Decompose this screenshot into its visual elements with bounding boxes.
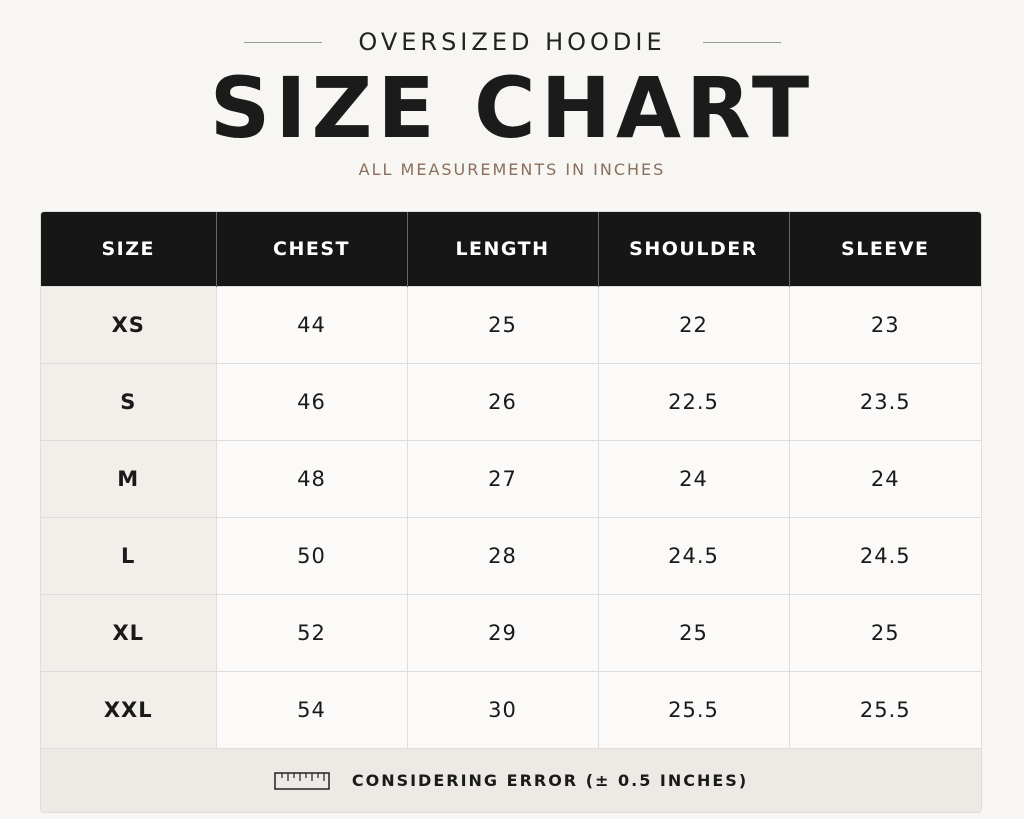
- footnote-bar: CONSIDERING ERROR (± 0.5 INCHES): [41, 748, 981, 812]
- size-label: M: [41, 440, 216, 518]
- measurement: 52: [215, 594, 407, 672]
- measurement: 25.5: [597, 671, 789, 748]
- measurement: 24.5: [788, 517, 981, 595]
- measurement: 24: [597, 440, 789, 518]
- measurement: 25: [406, 286, 598, 364]
- kicker: OVERSIZED HOODIE: [358, 28, 666, 56]
- measurement: 29: [406, 594, 598, 672]
- column-header: SIZE: [41, 212, 216, 287]
- table-row: XL 52 29 25 25: [41, 594, 981, 672]
- measurement: 46: [215, 363, 407, 441]
- title: SIZE CHART: [209, 59, 815, 157]
- column-header: LENGTH: [406, 212, 598, 287]
- size-table-card: SIZE CHEST LENGTH SHOULDER SLEEVE XS 44 25 22 23…: [40, 211, 982, 813]
- table-row: S 46 26 22.5 23.5: [41, 363, 981, 441]
- size-label: S: [41, 363, 216, 441]
- column-header: SHOULDER: [597, 212, 789, 287]
- size-label: L: [41, 517, 216, 595]
- divider: [244, 42, 322, 43]
- table-row: M 48 27 24 24: [41, 440, 981, 518]
- column-header: SLEEVE: [788, 212, 981, 287]
- footnote: CONSIDERING ERROR (± 0.5 INCHES): [351, 771, 749, 790]
- measurement: 24: [788, 440, 981, 518]
- table-head: SIZE CHEST LENGTH SHOULDER SLEEVE: [41, 212, 981, 287]
- measurement: 24.5: [597, 517, 789, 595]
- measurement: 25: [788, 594, 981, 672]
- size-label: XXL: [41, 671, 216, 748]
- size-label: XL: [41, 594, 216, 672]
- measurement: 50: [215, 517, 407, 595]
- measurement: 54: [215, 671, 407, 748]
- table-body: XS 44 25 22 23 S 46 26 22.5 23.5 M 48 27 24 24 L 50 28 24.…: [41, 286, 981, 748]
- measurement: 44: [215, 286, 407, 364]
- table-row: L 50 28 24.5 24.5: [41, 517, 981, 595]
- size-table: SIZE CHEST LENGTH SHOULDER SLEEVE XS 44 25 22 23…: [41, 212, 981, 748]
- ruler-icon: [274, 771, 330, 790]
- measurement: 25.5: [788, 671, 981, 748]
- measurement: 27: [406, 440, 598, 518]
- size-label: XS: [41, 286, 216, 364]
- measurement: 26: [406, 363, 598, 441]
- measurement: 23.5: [788, 363, 981, 441]
- measurement: 23: [788, 286, 981, 364]
- table-row: XXL 54 30 25.5 25.5: [41, 671, 981, 748]
- divider: [703, 42, 781, 43]
- header-row: SIZE CHEST LENGTH SHOULDER SLEEVE: [41, 212, 981, 287]
- measurement: 25: [597, 594, 789, 672]
- measurement: 48: [215, 440, 407, 518]
- column-header: CHEST: [215, 212, 407, 287]
- measurement: 22: [597, 286, 789, 364]
- subtitle: ALL MEASUREMENTS IN INCHES: [358, 160, 666, 179]
- measurement: 22.5: [597, 363, 789, 441]
- measurement: 30: [406, 671, 598, 748]
- measurement: 28: [406, 517, 598, 595]
- table-row: XS 44 25 22 23: [41, 286, 981, 364]
